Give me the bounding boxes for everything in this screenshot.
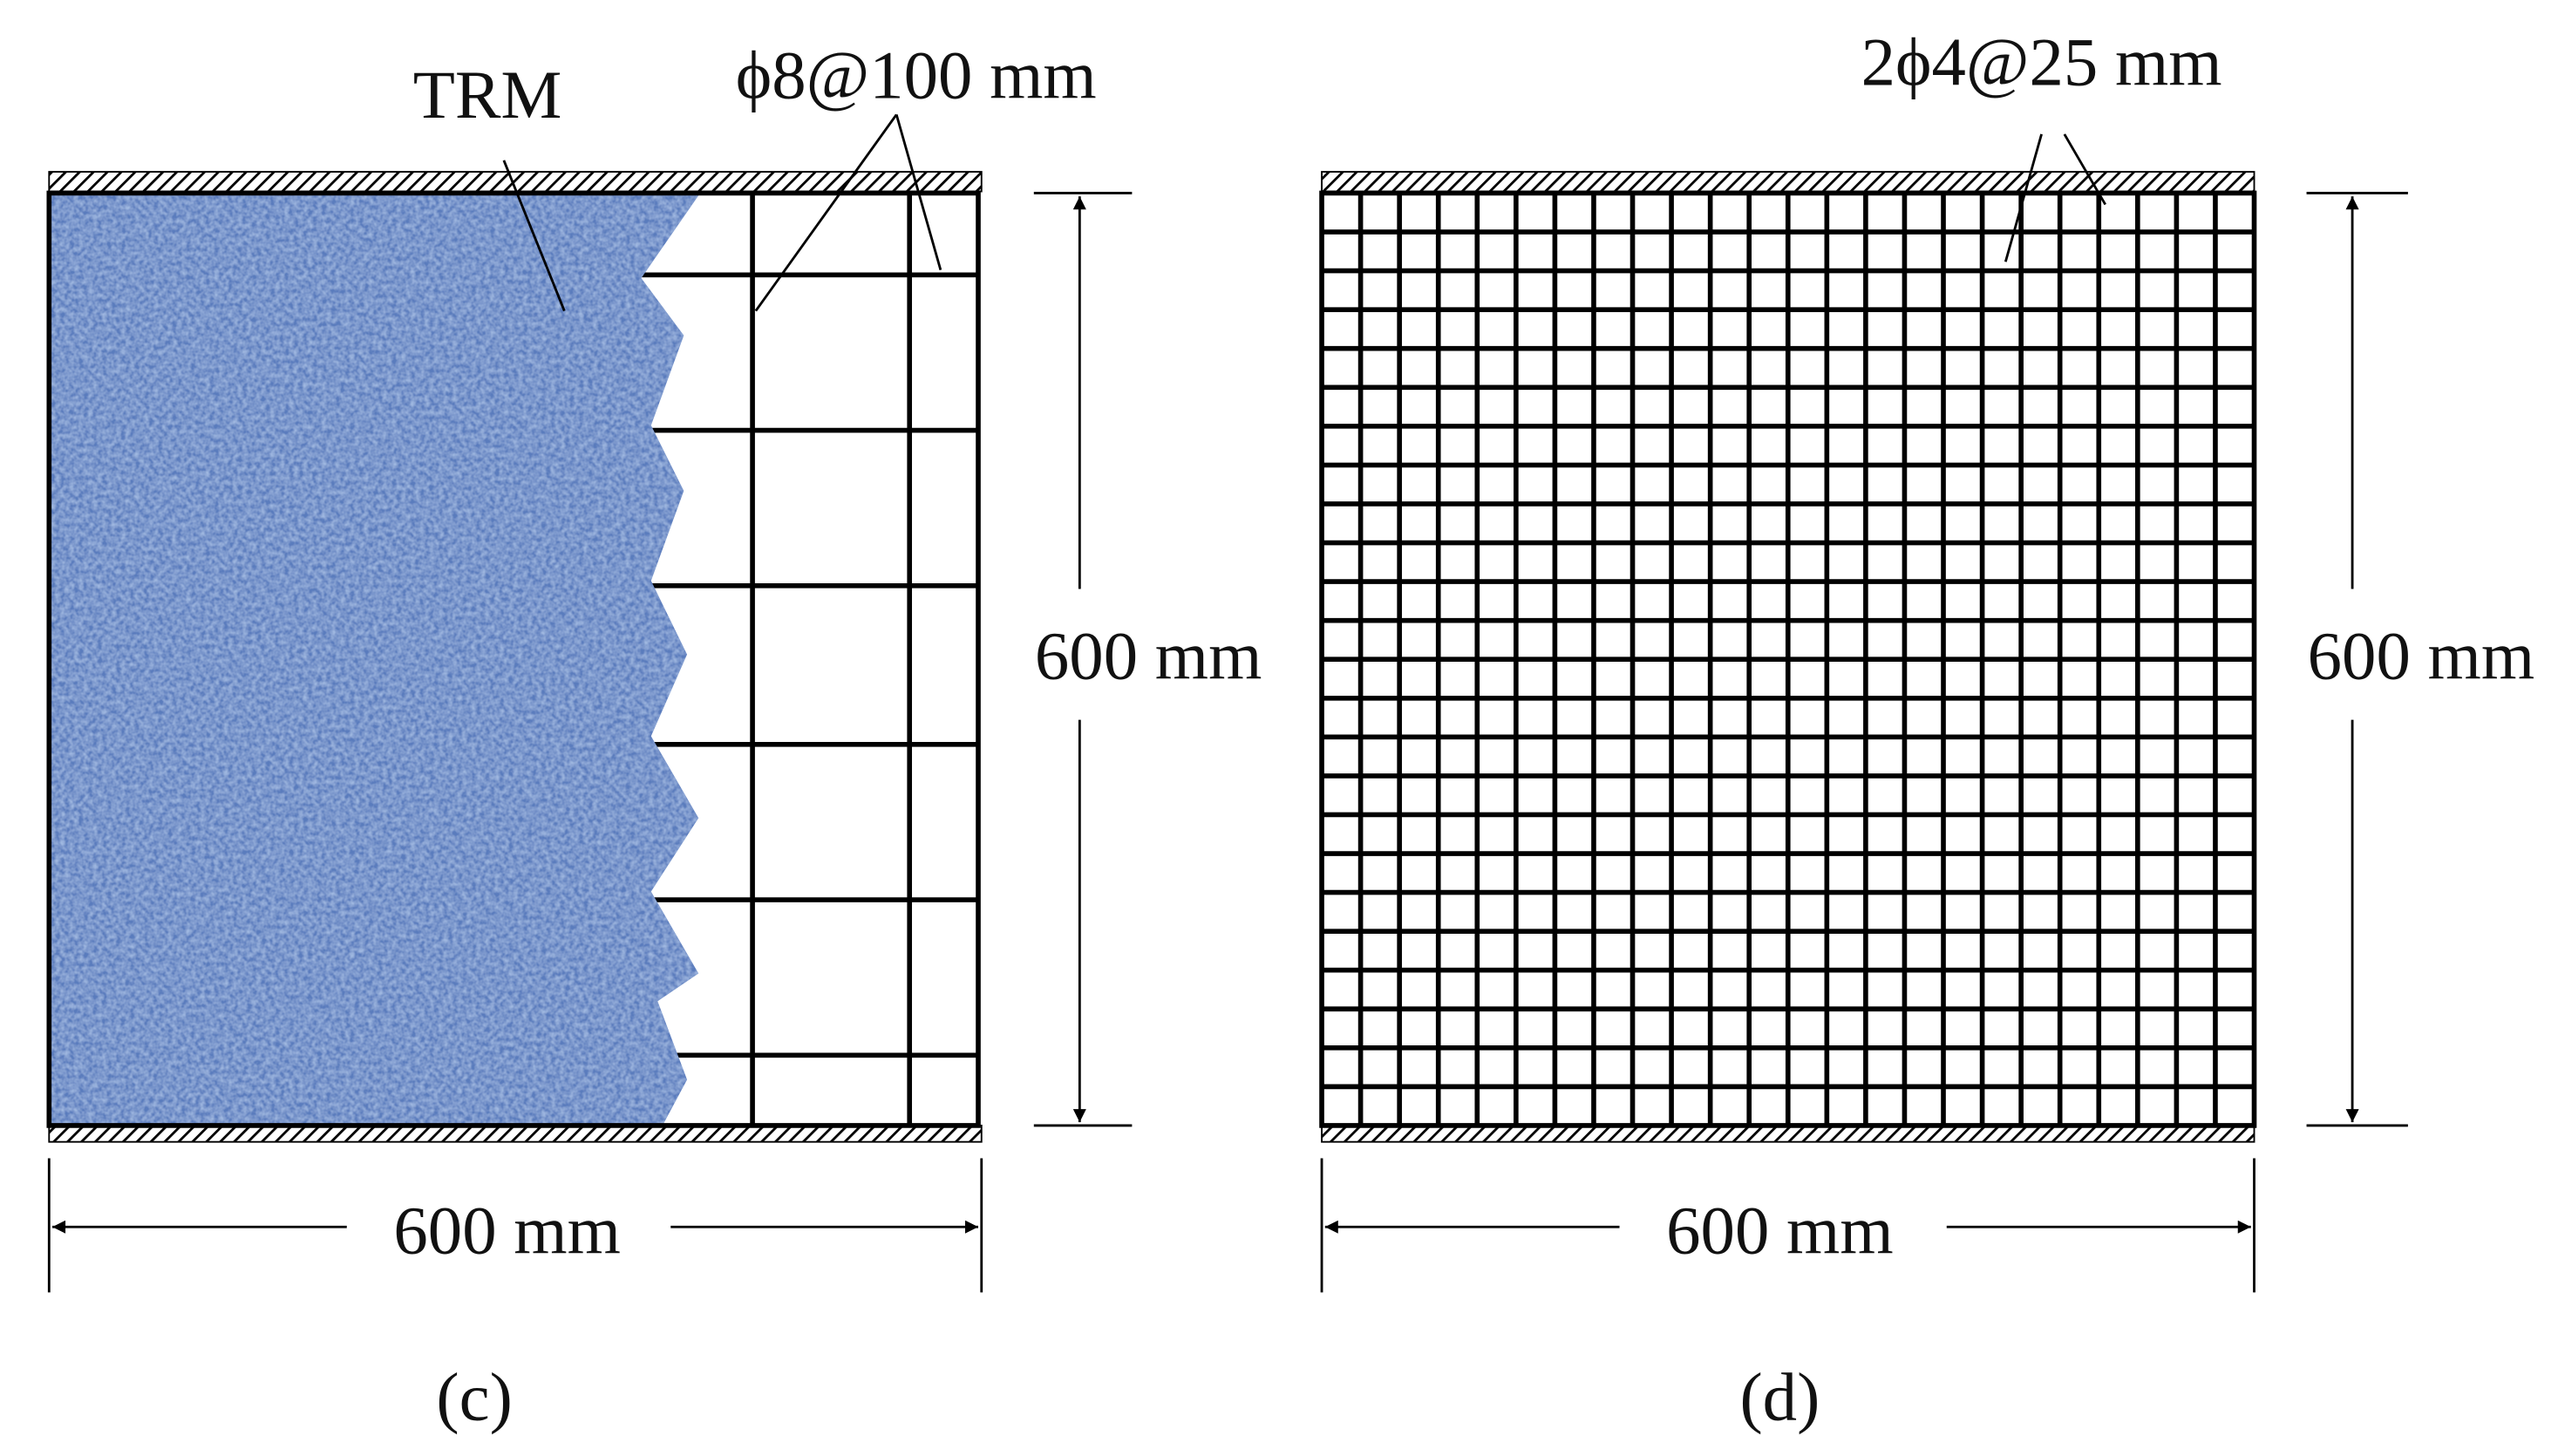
panel-outline — [46, 190, 981, 1128]
leader-line — [895, 114, 942, 271]
support-top — [1321, 171, 2255, 193]
leader-line — [502, 160, 566, 312]
panel-label: (d) — [1739, 1360, 1820, 1436]
panel-d: 2ϕ4@25 mm 600 mm 600 mm (d) — [1319, 25, 2534, 1436]
width-dimension: 600 mm — [1666, 1193, 1893, 1269]
rebar-grid — [1322, 193, 2255, 1126]
panel-label: (c) — [436, 1360, 512, 1436]
annotation: 2ϕ4@25 mm — [1861, 25, 2222, 101]
leader-line — [2004, 133, 2043, 262]
width-dimension: 600 mm — [393, 1193, 620, 1269]
leader-line — [754, 113, 898, 312]
panel-c: TRM ϕ8@100 mm 600 mm 600 mm (c) — [46, 38, 1262, 1436]
annotation: TRM — [413, 58, 562, 133]
height-dimension: 600 mm — [1035, 619, 1262, 695]
rebar-grid — [637, 193, 979, 1126]
annotation: ϕ8@100 mm — [736, 38, 1097, 114]
panel-outline — [1319, 190, 2257, 1128]
height-dimension: 600 mm — [2308, 619, 2534, 695]
leader-line — [2063, 133, 2106, 206]
trm-layer — [49, 193, 701, 1126]
